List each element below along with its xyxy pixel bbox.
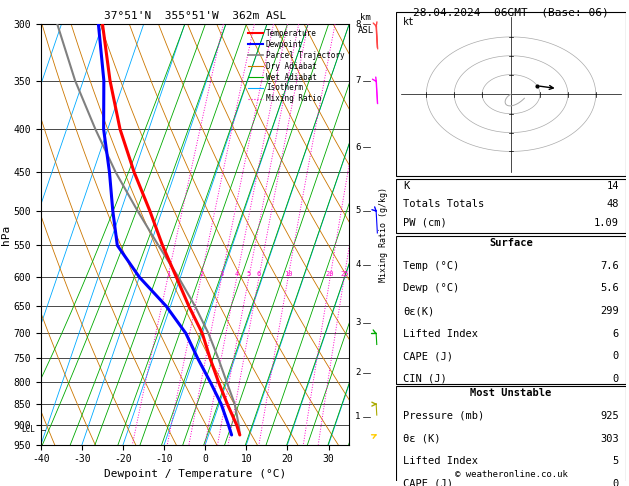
Text: 3: 3	[220, 271, 224, 277]
Text: 0: 0	[613, 374, 619, 384]
Text: Pressure (mb): Pressure (mb)	[403, 411, 484, 421]
Text: 6: 6	[613, 329, 619, 339]
Text: 5: 5	[355, 206, 360, 215]
Text: 0: 0	[613, 351, 619, 362]
Text: ASL: ASL	[357, 26, 374, 35]
Title: 37°51'N  355°51'W  362m ASL: 37°51'N 355°51'W 362m ASL	[104, 11, 286, 21]
Text: CIN (J): CIN (J)	[403, 374, 447, 384]
Text: km: km	[360, 13, 371, 22]
Text: 6: 6	[355, 142, 360, 152]
Bar	[396, 179, 626, 233]
Text: 303: 303	[600, 434, 619, 444]
Text: 2: 2	[199, 271, 203, 277]
Text: 8: 8	[355, 20, 360, 29]
Text: 20: 20	[326, 271, 335, 277]
Text: θε(K): θε(K)	[403, 306, 435, 316]
Legend: Temperature, Dewpoint, Parcel Trajectory, Dry Adiabat, Wet Adiabat, Isotherm, Mi: Temperature, Dewpoint, Parcel Trajectory…	[247, 28, 345, 104]
Text: CAPE (J): CAPE (J)	[403, 351, 453, 362]
Text: 14: 14	[606, 181, 619, 191]
Text: 48: 48	[606, 199, 619, 209]
Text: θε (K): θε (K)	[403, 434, 441, 444]
Text: Lifted Index: Lifted Index	[403, 329, 478, 339]
Text: Dewp (°C): Dewp (°C)	[403, 283, 459, 294]
Text: 7: 7	[355, 76, 360, 85]
Text: Most Unstable: Most Unstable	[470, 388, 552, 398]
Text: kt: kt	[403, 17, 415, 27]
Text: 1: 1	[165, 271, 170, 277]
Y-axis label: hPa: hPa	[1, 225, 11, 244]
Text: 28.04.2024  06GMT  (Base: 06): 28.04.2024 06GMT (Base: 06)	[413, 7, 609, 17]
Text: 1.09: 1.09	[594, 218, 619, 227]
Text: 5: 5	[613, 456, 619, 466]
Text: Surface: Surface	[489, 238, 533, 248]
Text: 25: 25	[340, 271, 348, 277]
Text: 299: 299	[600, 306, 619, 316]
Bar	[396, 386, 626, 486]
Text: Totals Totals: Totals Totals	[403, 199, 484, 209]
Bar	[396, 12, 626, 176]
Text: 2: 2	[355, 368, 360, 377]
Text: CAPE (J): CAPE (J)	[403, 479, 453, 486]
Text: 5: 5	[247, 271, 251, 277]
X-axis label: Dewpoint / Temperature (°C): Dewpoint / Temperature (°C)	[104, 469, 286, 479]
Text: Lifted Index: Lifted Index	[403, 456, 478, 466]
Text: 5.6: 5.6	[600, 283, 619, 294]
Text: © weatheronline.co.uk: © weatheronline.co.uk	[455, 470, 567, 479]
Bar	[396, 236, 626, 383]
Text: 925: 925	[600, 411, 619, 421]
Text: Temp (°C): Temp (°C)	[403, 261, 459, 271]
Text: 3: 3	[355, 318, 360, 327]
Text: 0: 0	[613, 479, 619, 486]
Text: 7.6: 7.6	[600, 261, 619, 271]
Text: 10: 10	[284, 271, 292, 277]
Text: 1: 1	[355, 412, 360, 421]
Text: LCL: LCL	[21, 425, 35, 434]
Text: 4: 4	[355, 260, 360, 269]
Text: Mixing Ratio (g/kg): Mixing Ratio (g/kg)	[379, 187, 388, 282]
Text: 4: 4	[235, 271, 239, 277]
Text: PW (cm): PW (cm)	[403, 218, 447, 227]
Text: 6: 6	[257, 271, 261, 277]
Text: K: K	[403, 181, 409, 191]
